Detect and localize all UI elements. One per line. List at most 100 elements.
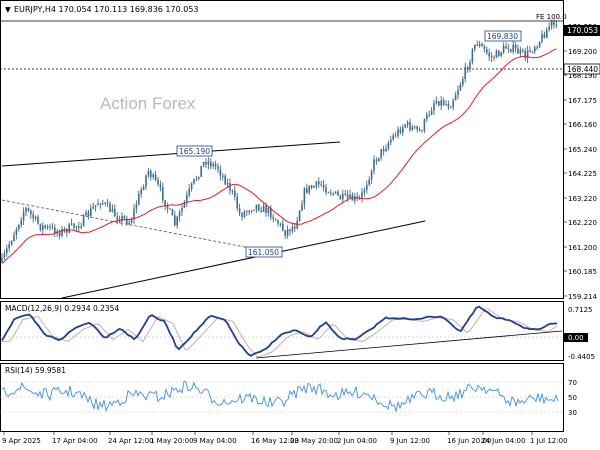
- candle-body: [236, 196, 238, 209]
- candle-body: [229, 183, 231, 191]
- candle-body: [538, 41, 541, 48]
- candle-body: [267, 207, 270, 213]
- time-tick-label: 1 May 20:00: [150, 437, 194, 445]
- candle-body: [447, 103, 450, 108]
- candle-body: [3, 253, 6, 258]
- candle-body: [423, 119, 426, 131]
- candle-body: [310, 185, 313, 188]
- low-annotation[interactable]: 161.050: [245, 246, 283, 258]
- rsi-title: RSI(14) 59.9581: [5, 366, 66, 375]
- macd-axis-zero: 0.00: [568, 334, 584, 342]
- candle-body: [140, 189, 142, 194]
- candle-body: [378, 157, 380, 161]
- price-tick-label: 164.225: [568, 170, 597, 178]
- candle-body: [512, 44, 514, 52]
- candle-body: [68, 224, 70, 233]
- candle-body: [462, 78, 464, 85]
- candle-body: [514, 44, 517, 49]
- candle-body: [97, 203, 99, 206]
- candle-body: [505, 46, 507, 49]
- candle-body: [246, 211, 248, 213]
- candle-body: [42, 225, 44, 230]
- candle-body: [111, 208, 114, 212]
- candle-body: [214, 163, 217, 167]
- candle-body: [234, 190, 236, 197]
- high-annotation[interactable]: 169.830: [484, 30, 522, 42]
- candle-body: [526, 50, 529, 59]
- candle-body: [325, 187, 327, 193]
- candle-body: [63, 228, 66, 230]
- candle-body: [543, 34, 546, 38]
- candle-body: [241, 213, 243, 218]
- candle-body: [58, 231, 61, 236]
- candle-body: [250, 210, 253, 212]
- candle-body: [442, 100, 445, 105]
- candle-body: [162, 187, 164, 201]
- candle-body: [157, 179, 159, 185]
- candle-body: [94, 205, 97, 208]
- candle-body: [421, 130, 423, 132]
- falling-trendline[interactable]: [1, 199, 251, 249]
- macd-line: [1, 305, 558, 357]
- candle-body: [342, 193, 344, 200]
- rsi-axis-50: 50: [568, 394, 577, 402]
- candle-body: [392, 135, 394, 140]
- candle-body: [30, 210, 32, 215]
- candle-body: [279, 223, 282, 225]
- candle-body: [498, 50, 500, 56]
- candle-body: [253, 209, 255, 211]
- candle-body: [133, 208, 135, 220]
- candle-body: [145, 175, 147, 187]
- mid-high-annotation[interactable]: 165.190: [176, 145, 213, 157]
- candle-body: [219, 169, 222, 176]
- time-tick-label: 2 Jun 04:00: [337, 437, 377, 445]
- candle-body: [207, 161, 210, 165]
- candle-body: [138, 193, 140, 205]
- candle-body: [411, 126, 414, 131]
- candle-body: [152, 174, 154, 177]
- mid-high-annotation-label: 165.190: [179, 147, 210, 156]
- candle-body: [164, 200, 166, 207]
- candle-body: [286, 229, 289, 236]
- candle-body: [474, 44, 476, 50]
- candle-body: [555, 24, 558, 26]
- candlestick-series: [1, 19, 558, 264]
- candle-body: [382, 148, 385, 152]
- candle-body: [490, 56, 493, 58]
- candle-body: [553, 20, 555, 25]
- current-price-box: 170.053: [564, 25, 600, 36]
- candle-body: [370, 170, 373, 180]
- macd-axis-bottom: -0.4405: [568, 353, 595, 361]
- candle-body: [169, 208, 171, 210]
- candle-body: [440, 100, 442, 106]
- candle-body: [418, 129, 421, 131]
- candle-body: [37, 216, 39, 224]
- candle-body: [150, 170, 152, 177]
- candle-body: [202, 162, 205, 166]
- candle-body: [390, 139, 392, 143]
- candle-body: [366, 184, 368, 190]
- candle-body: [222, 175, 224, 177]
- candle-body: [404, 124, 406, 128]
- candle-body: [270, 207, 272, 218]
- candle-body: [457, 90, 459, 96]
- candle-body: [356, 196, 358, 198]
- candle-body: [517, 48, 519, 54]
- candle-body: [262, 205, 265, 212]
- lower-channel-line[interactable]: [61, 220, 426, 299]
- candle-body: [298, 210, 301, 221]
- upper-channel-line[interactable]: [1, 141, 341, 167]
- rsi-axis-70: 70: [568, 379, 577, 387]
- candle-body: [354, 196, 356, 201]
- rsi-axis-30: 30: [568, 409, 577, 417]
- candle-body: [373, 159, 375, 171]
- candle-body: [70, 223, 73, 225]
- candle-body: [238, 208, 241, 214]
- candle-body: [488, 52, 490, 57]
- candle-body: [265, 205, 267, 213]
- collapse-triangle-icon[interactable]: ▼: [5, 5, 11, 14]
- candle-body: [130, 219, 133, 223]
- candle-body: [231, 190, 234, 192]
- macd-trendline[interactable]: [255, 330, 563, 359]
- candle-body: [210, 161, 212, 167]
